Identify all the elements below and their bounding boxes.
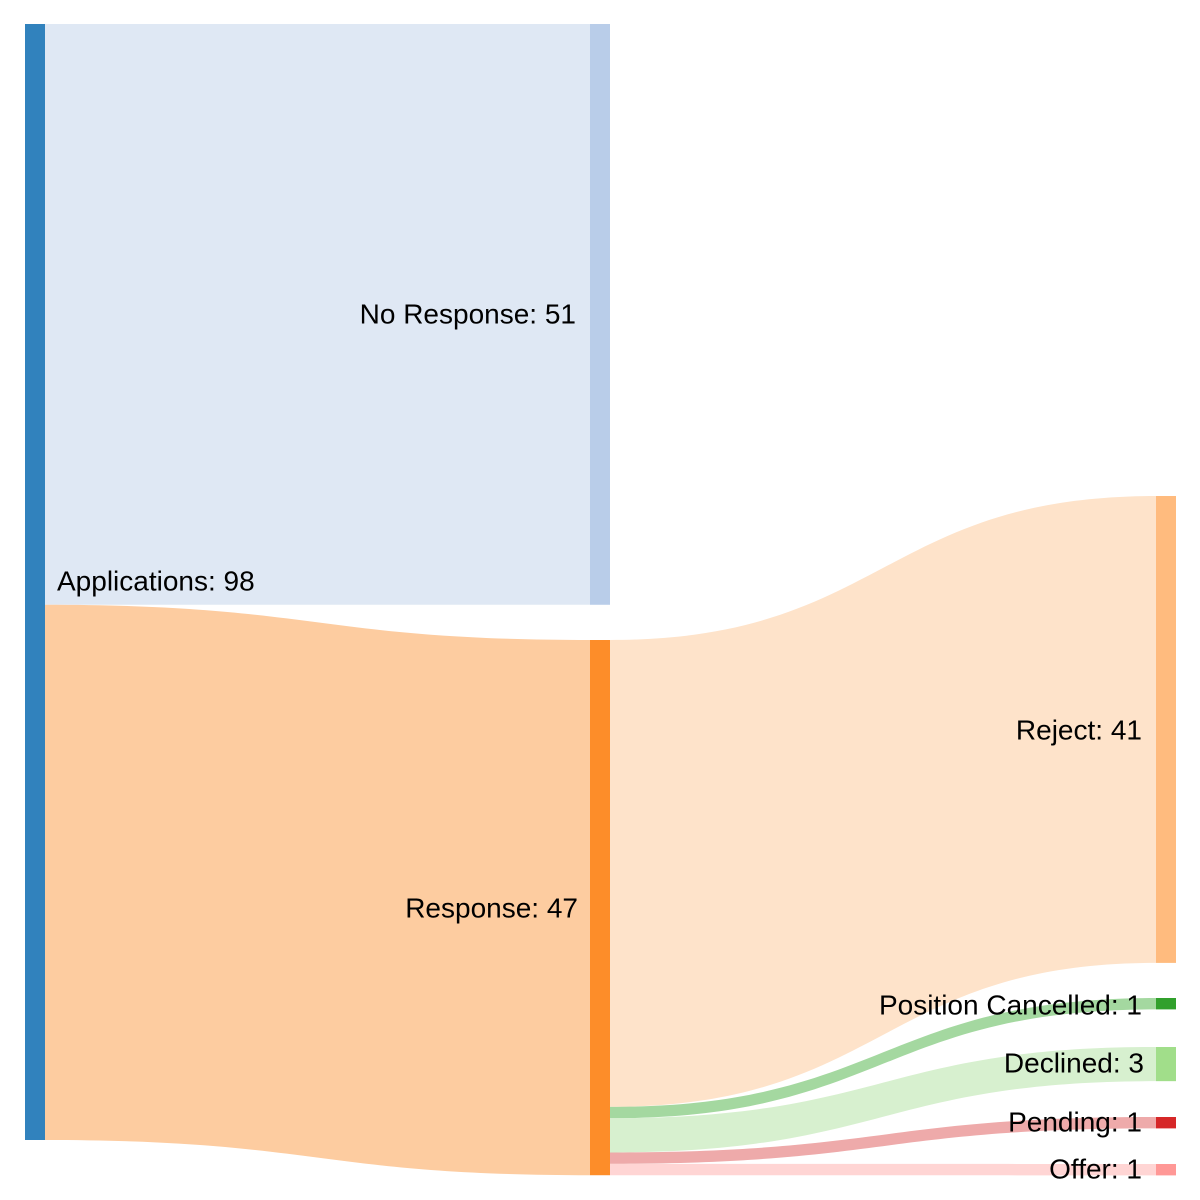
- link-response-to-pending: [610, 1117, 1156, 1164]
- node-no-response: [590, 24, 610, 605]
- node-label-response: Response: 47: [405, 892, 578, 923]
- node-offer: [1156, 1164, 1176, 1176]
- node-declined: [1156, 1047, 1176, 1082]
- link-applications-to-no_response: [45, 24, 590, 605]
- link-response-to-reject: [610, 496, 1156, 1107]
- node-label-reject: Reject: 41: [1016, 714, 1142, 745]
- node-applications: [25, 24, 45, 1140]
- node-label-position-cancelled: Position Cancelled: 1: [879, 989, 1142, 1020]
- node-label-no-response: No Response: 51: [360, 298, 576, 329]
- link-response-to-declined: [610, 1047, 1156, 1153]
- node-reject: [1156, 496, 1176, 963]
- link-response-to-offer: [610, 1163, 1156, 1176]
- labels-layer: Applications: 98 No Response: 51 Response:…: [57, 298, 1144, 1184]
- link-response-to-position_cancelled: [610, 998, 1156, 1119]
- links-layer: [45, 24, 1156, 1176]
- node-label-declined: Declined: 3: [1004, 1047, 1144, 1078]
- node-pending: [1156, 1117, 1176, 1129]
- node-label-applications: Applications: 98: [57, 565, 255, 596]
- node-label-offer: Offer: 1: [1049, 1153, 1142, 1184]
- node-response: [590, 640, 610, 1176]
- nodes-layer: [25, 24, 1176, 1176]
- node-label-pending: Pending: 1: [1008, 1106, 1142, 1137]
- node-position-cancelled: [1156, 998, 1176, 1010]
- link-applications-to-response: [45, 604, 590, 1176]
